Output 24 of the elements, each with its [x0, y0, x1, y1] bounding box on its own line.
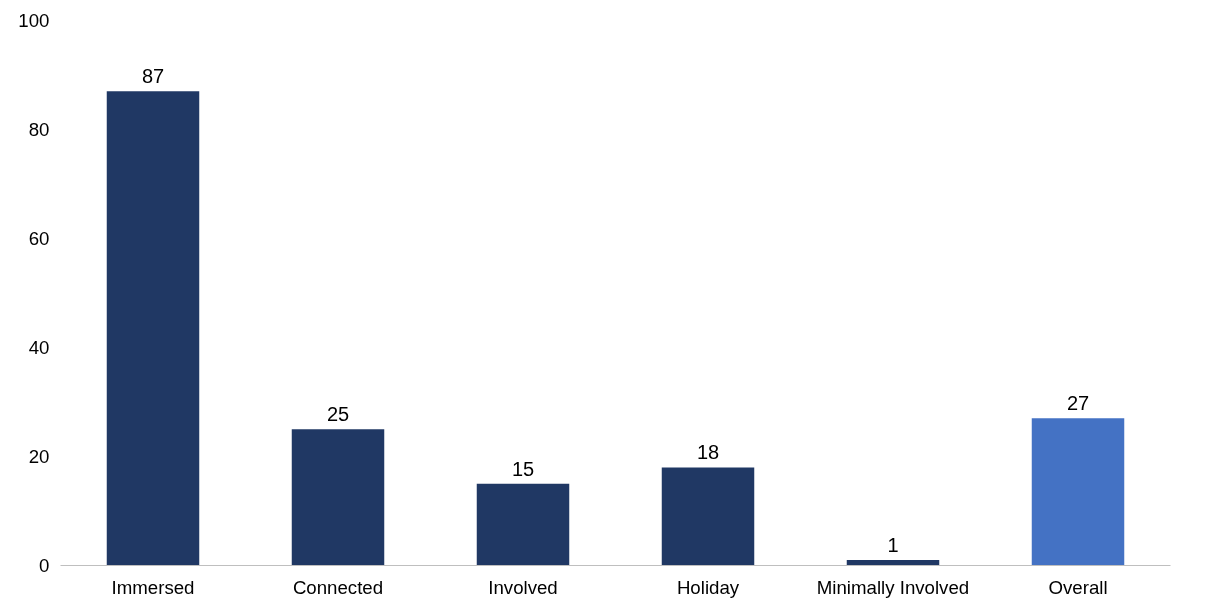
y-tick-label: 60: [28, 228, 50, 249]
data-label: 1: [887, 534, 899, 557]
y-tick-label: 80: [28, 119, 50, 140]
data-label: 15: [511, 457, 535, 480]
y-tick-label: 20: [28, 446, 50, 467]
data-label: 18: [696, 441, 720, 464]
y-tick-label: 0: [39, 555, 50, 576]
y-tick-label: 40: [28, 337, 50, 358]
data-label: 87: [141, 65, 165, 88]
bar: [846, 560, 940, 566]
data-label: 27: [1066, 392, 1090, 415]
bar: [291, 429, 385, 566]
data-label: 25: [326, 403, 350, 426]
x-tick-label: Holiday: [676, 576, 740, 598]
bar: [1031, 418, 1125, 566]
bar: [661, 467, 755, 566]
x-tick-label: Involved: [488, 576, 558, 598]
x-tick-label: Immersed: [111, 576, 195, 598]
bar: [106, 91, 200, 566]
x-tick-label: Minimally Involved: [816, 576, 970, 598]
bar: [476, 483, 570, 566]
x-tick-label: Connected: [292, 576, 384, 598]
y-tick-label: 100: [18, 10, 50, 31]
x-tick-label: Overall: [1048, 576, 1108, 598]
